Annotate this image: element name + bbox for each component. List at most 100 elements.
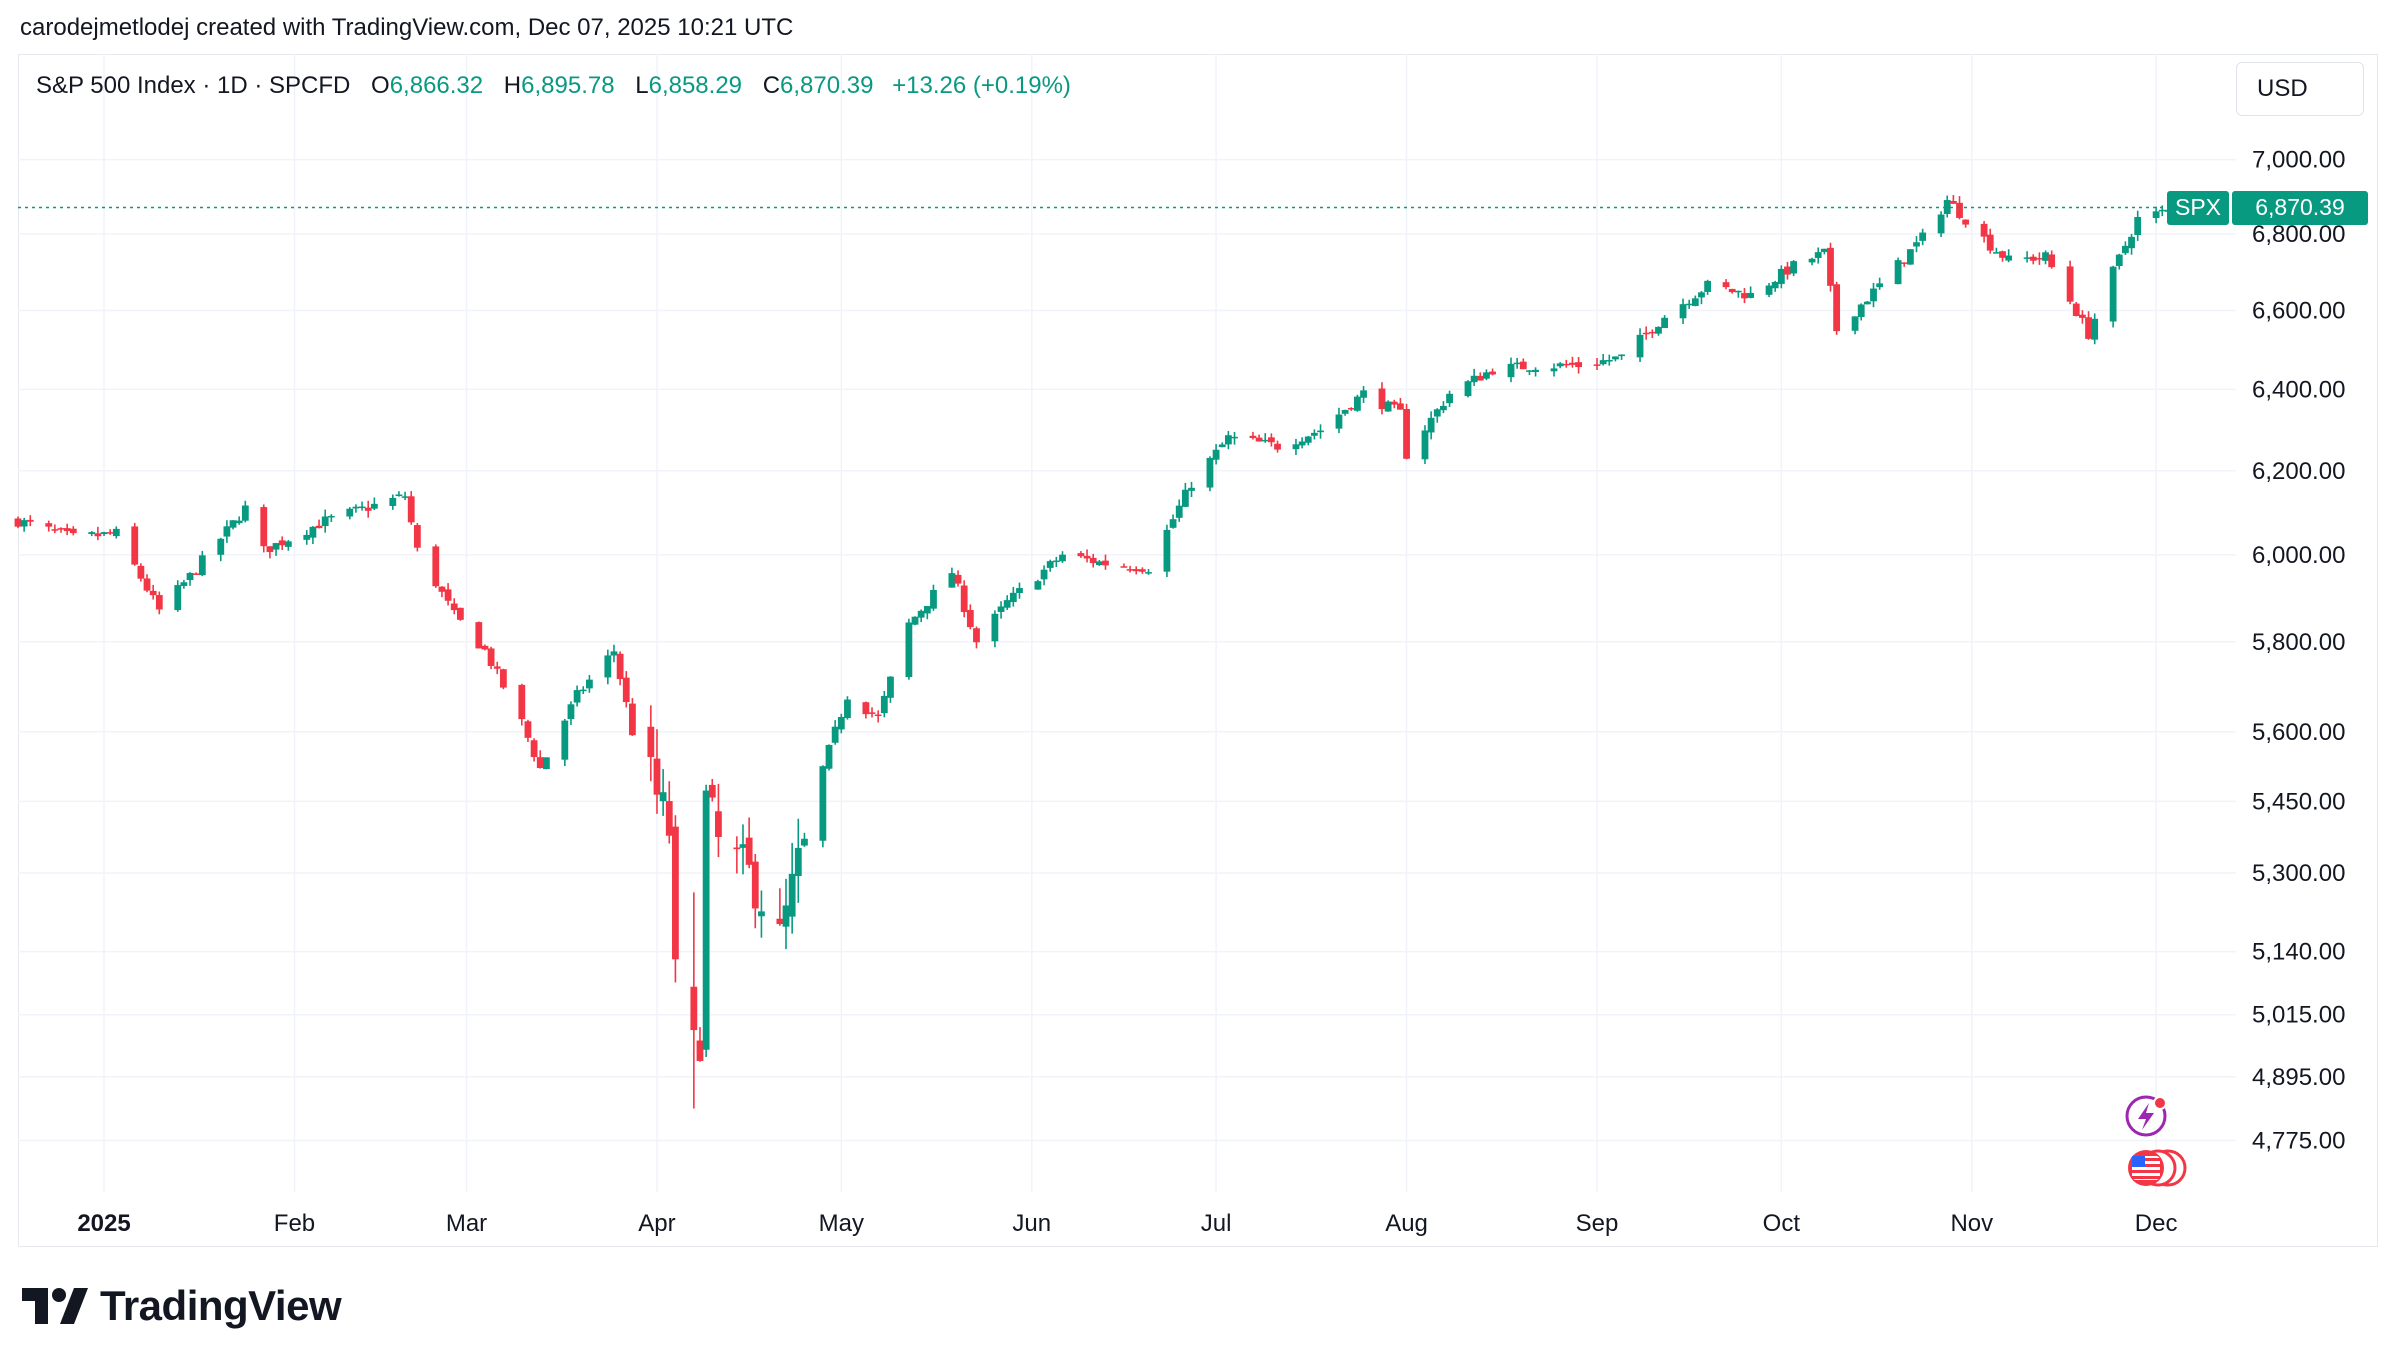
event-markers[interactable] bbox=[2116, 1092, 2196, 1193]
candle-down bbox=[696, 1027, 704, 1062]
candle-body bbox=[450, 603, 458, 611]
candle-down bbox=[954, 570, 962, 587]
candle-body bbox=[186, 572, 194, 581]
candle-down bbox=[315, 519, 323, 529]
candle-down bbox=[278, 536, 286, 550]
candle-up bbox=[1685, 299, 1693, 309]
candle-up bbox=[659, 769, 667, 816]
candle-down bbox=[524, 719, 532, 742]
x-tick-label: May bbox=[819, 1210, 864, 1237]
candle-body bbox=[672, 826, 679, 960]
tradingview-wordmark: TradingView bbox=[100, 1282, 342, 1329]
candle-up bbox=[1599, 353, 1607, 366]
candle-body bbox=[180, 582, 188, 586]
candle-body bbox=[2109, 266, 2117, 322]
candle-body bbox=[1433, 409, 1441, 417]
candle-body bbox=[1507, 363, 1515, 378]
x-tick-label: Nov bbox=[1950, 1210, 1993, 1237]
candle-body bbox=[94, 533, 102, 537]
candle-body bbox=[1569, 362, 1576, 365]
candle-body bbox=[715, 811, 722, 837]
candle-up bbox=[235, 516, 243, 525]
candle-down bbox=[1728, 288, 1736, 294]
candle-body bbox=[1188, 487, 1195, 491]
currency-button[interactable]: USD bbox=[2236, 62, 2364, 116]
y-tick-label: 4,775.00 bbox=[2252, 1127, 2345, 1154]
candle-body bbox=[1962, 219, 1970, 225]
x-tick-label: Aug bbox=[1385, 1210, 1428, 1237]
candle-body bbox=[63, 528, 71, 532]
candle-up bbox=[370, 497, 378, 511]
candle-up bbox=[1483, 369, 1490, 381]
change-value: +13.26 (+0.19%) bbox=[892, 72, 1071, 99]
candle-body bbox=[1476, 375, 1484, 381]
candle-down bbox=[69, 526, 77, 536]
candle-down bbox=[745, 817, 753, 869]
x-tick-label: Dec bbox=[2135, 1210, 2178, 1237]
candle-up bbox=[1790, 260, 1798, 277]
candle-down bbox=[960, 580, 968, 618]
lightning-event-icon[interactable] bbox=[2116, 1092, 2196, 1188]
candle-body bbox=[1212, 449, 1220, 460]
candle-body bbox=[622, 677, 630, 703]
candle-down bbox=[192, 572, 200, 575]
candle-body bbox=[788, 873, 796, 917]
candle-down bbox=[94, 526, 102, 541]
candle-body bbox=[217, 538, 225, 555]
candle-body bbox=[1593, 364, 1601, 366]
candle-body bbox=[198, 555, 206, 576]
candle-down bbox=[450, 598, 458, 615]
candle-body bbox=[432, 546, 440, 587]
candle-body bbox=[868, 712, 876, 714]
candle-down bbox=[493, 661, 501, 675]
candle-up bbox=[1765, 283, 1773, 298]
candle-up bbox=[1943, 195, 1951, 218]
candle-body bbox=[1440, 405, 1447, 411]
candle-body bbox=[1992, 252, 2000, 254]
candle-down bbox=[1390, 399, 1398, 409]
candle-body bbox=[1397, 403, 1404, 410]
candle-body bbox=[1956, 202, 1963, 218]
candle-down bbox=[1138, 567, 1146, 574]
candle-body bbox=[2005, 255, 2013, 261]
candle-down bbox=[438, 586, 446, 598]
candle-up bbox=[1003, 595, 1011, 610]
candle-up bbox=[309, 526, 317, 545]
candle-up bbox=[358, 501, 366, 511]
candle-down bbox=[1722, 279, 1730, 290]
candle-up bbox=[2005, 249, 2013, 263]
candle-body bbox=[610, 651, 618, 656]
candle-down bbox=[499, 668, 507, 690]
candle-up bbox=[1304, 436, 1312, 446]
candle-body bbox=[303, 534, 311, 540]
candle-up bbox=[1231, 431, 1238, 445]
us-flag-event-icon[interactable] bbox=[2128, 1149, 2187, 1187]
candle-up bbox=[88, 531, 96, 537]
y-tick-label: 4,895.00 bbox=[2252, 1064, 2345, 1091]
candle-down bbox=[45, 520, 53, 532]
candle-body bbox=[1618, 354, 1625, 357]
candle-body bbox=[917, 610, 925, 618]
y-tick-label: 5,015.00 bbox=[2252, 1002, 2345, 1029]
candle-body bbox=[1698, 292, 1705, 298]
candle-up bbox=[2042, 250, 2049, 265]
candle-down bbox=[1089, 553, 1097, 568]
candle-up bbox=[1747, 286, 1755, 299]
candle-body bbox=[1943, 200, 1951, 214]
y-tick-label: 6,400.00 bbox=[2252, 376, 2345, 403]
chart-pane[interactable] bbox=[18, 54, 2378, 1247]
candle-body bbox=[733, 847, 741, 850]
candle-body bbox=[444, 589, 452, 601]
candle-up bbox=[1857, 303, 1865, 321]
candle-body bbox=[370, 503, 378, 509]
candle-down bbox=[260, 504, 268, 553]
candle-body bbox=[1562, 363, 1570, 366]
candle-down bbox=[629, 698, 636, 736]
candle-body bbox=[1741, 293, 1748, 299]
x-tick-label: Jun bbox=[1012, 1210, 1051, 1237]
candle-up bbox=[1292, 438, 1300, 456]
candle-up bbox=[1175, 499, 1183, 522]
candle-body bbox=[930, 589, 937, 609]
candle-body bbox=[1575, 362, 1582, 368]
